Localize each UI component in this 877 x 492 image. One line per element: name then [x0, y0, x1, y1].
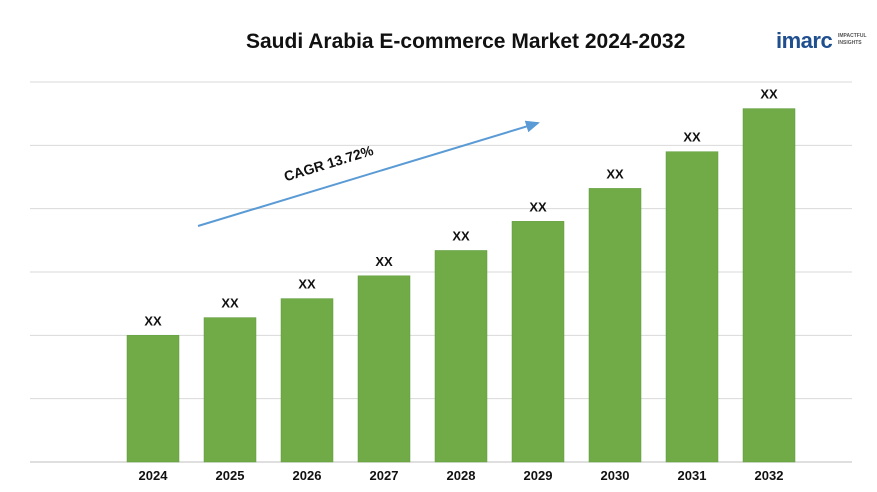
bar-2029 — [511, 221, 565, 463]
data-label-2031: XX — [683, 130, 701, 145]
x-tick-labels: 2024 2025 2026 2027 2028 2029 2030 2031 2032 — [139, 468, 784, 483]
cagr-label: CAGR 13.72% — [282, 142, 376, 185]
logo-tagline-line-1: IMPACTFUL — [838, 33, 867, 39]
bar-2028 — [434, 250, 488, 463]
data-label-2027: XX — [375, 254, 393, 269]
data-label-2032: XX — [760, 87, 778, 102]
data-label-2030: XX — [606, 166, 624, 181]
x-tick-2031: 2031 — [678, 468, 707, 483]
data-label-2028: XX — [452, 228, 470, 243]
x-tick-2025: 2025 — [216, 468, 245, 483]
logo-tagline: IMPACTFUL INSIGHTS — [838, 33, 867, 47]
cagr-annotation: CAGR 13.72% — [197, 120, 540, 227]
data-label-2024: XX — [144, 313, 162, 328]
x-tick-2032: 2032 — [755, 468, 784, 483]
bar-2032 — [742, 108, 796, 463]
chart-title: Saudi Arabia E-commerce Market 2024-2032 — [246, 30, 686, 53]
data-label-2026: XX — [298, 277, 316, 292]
bar-2027 — [357, 275, 411, 463]
bar-2031 — [665, 151, 719, 463]
data-label-2025: XX — [221, 296, 239, 311]
x-tick-2024: 2024 — [139, 468, 169, 483]
bar-2025 — [203, 317, 257, 463]
data-labels: XX XX XX XX XX XX XX XX XX — [144, 87, 778, 329]
logo-tagline-line-2: INSIGHTS — [838, 40, 862, 46]
x-tick-2026: 2026 — [293, 468, 322, 483]
bar-2026 — [280, 298, 334, 463]
x-tick-2030: 2030 — [601, 468, 630, 483]
x-tick-2029: 2029 — [524, 468, 553, 483]
bars — [126, 108, 796, 463]
x-tick-2028: 2028 — [447, 468, 476, 483]
imarc-logo: imarc IMPACTFUL INSIGHTS — [776, 24, 872, 60]
bar-2024 — [126, 335, 180, 463]
logo-wordmark: imarc — [776, 28, 833, 53]
data-label-2029: XX — [529, 199, 547, 214]
x-tick-2027: 2027 — [370, 468, 399, 483]
cagr-arrow — [197, 120, 540, 227]
bar-2030 — [588, 188, 642, 463]
